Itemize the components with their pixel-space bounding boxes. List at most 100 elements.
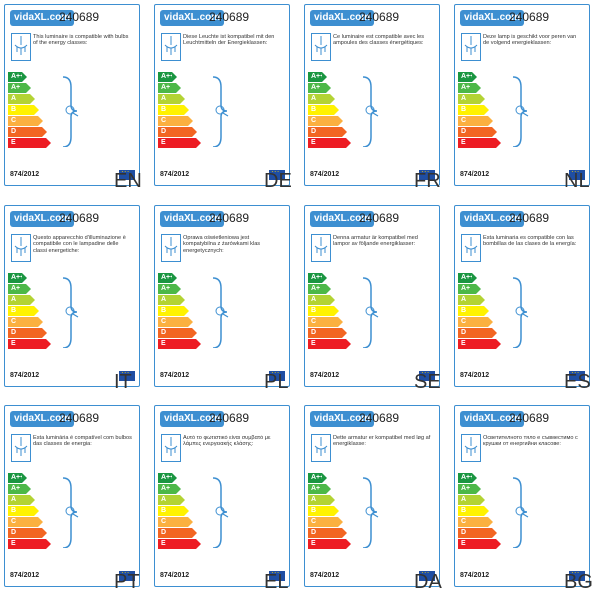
energy-class-label: A+ — [311, 285, 321, 292]
energy-class-label: A+ — [161, 285, 171, 292]
energy-class-label: A+ — [11, 485, 21, 492]
energy-label-card: vidaXL.com 240689 Осветителното тяло е съв… — [454, 405, 590, 587]
compatibility-text: Осветителното тяло е съвместимо с крушки… — [483, 435, 578, 448]
language-code: EN — [114, 170, 142, 192]
energy-class-bar: C — [8, 317, 43, 327]
energy-class-label: B — [11, 307, 17, 314]
model-number: 240689 — [59, 411, 100, 425]
energy-class-bar: A+ — [308, 484, 331, 494]
energy-class-bar: C — [8, 517, 43, 527]
energy-class-bar: C — [158, 116, 193, 126]
energy-class-bar: A — [458, 295, 485, 305]
energy-class-label: E — [461, 139, 466, 146]
energy-class-label: E — [161, 340, 166, 347]
energy-class-bar: C — [308, 317, 343, 327]
energy-class-label: A — [461, 496, 467, 503]
energy-class-bar: A — [158, 495, 185, 505]
energy-class-label: B — [311, 507, 317, 514]
model-number: 240689 — [509, 10, 550, 24]
energy-class-bar: E — [458, 339, 501, 349]
energy-class-bar: B — [158, 105, 189, 115]
energy-class-bar: C — [8, 116, 43, 126]
eu-flag-icon — [419, 368, 435, 381]
energy-class-bar: A+ — [8, 83, 31, 93]
eu-flag-icon — [119, 167, 135, 180]
energy-class-bar: B — [458, 506, 489, 516]
energy-class-label: A++ — [161, 73, 175, 80]
energy-class-bar: B — [308, 105, 339, 115]
chandelier-icon — [461, 434, 481, 462]
energy-class-label: A++ — [311, 274, 325, 281]
eu-flag-icon — [569, 167, 585, 180]
energy-class-bar: E — [8, 539, 51, 549]
energy-class-bar: A++ — [308, 72, 327, 82]
energy-class-label: A+ — [11, 84, 21, 91]
bulb-icon — [215, 506, 229, 518]
energy-class-bar: D — [308, 328, 347, 338]
energy-class-label: E — [461, 340, 466, 347]
model-number: 240689 — [359, 411, 400, 425]
energy-class-label: C — [311, 117, 317, 124]
model-number: 240689 — [209, 10, 250, 24]
bulb-icon — [515, 105, 529, 117]
energy-class-label: A+ — [311, 485, 321, 492]
energy-class-bar: A — [158, 295, 185, 305]
bulb-icon — [365, 506, 379, 518]
energy-class-bar: A++ — [8, 473, 27, 483]
energy-class-label: A++ — [461, 474, 475, 481]
energy-class-label: A — [311, 296, 317, 303]
bulb-icon — [65, 506, 79, 518]
energy-class-bar: B — [458, 306, 489, 316]
energy-class-label: D — [461, 128, 467, 135]
brand-logo: vidaXL.com — [160, 211, 225, 227]
language-code: SE — [414, 371, 441, 393]
energy-class-bar: B — [158, 506, 189, 516]
regulation-number: 874/2012 — [310, 171, 340, 178]
energy-class-bar: C — [158, 517, 193, 527]
energy-class-bar: D — [8, 528, 47, 538]
energy-class-bar: A++ — [458, 473, 477, 483]
brace-icon — [512, 477, 528, 548]
model-number: 240689 — [359, 211, 400, 225]
regulation-number: 874/2012 — [160, 572, 190, 579]
language-code: DE — [264, 170, 292, 192]
energy-class-label: C — [11, 318, 17, 325]
energy-class-label: C — [161, 117, 167, 124]
energy-class-bar: A — [308, 495, 335, 505]
regulation-number: 874/2012 — [160, 372, 190, 379]
eu-flag-icon — [569, 368, 585, 381]
language-code: NL — [564, 170, 590, 192]
model-number: 240689 — [209, 211, 250, 225]
energy-label-card: vidaXL.com 240689 Diese Leuchte ist kompat… — [154, 4, 290, 186]
brand-logo: vidaXL.com — [310, 10, 375, 26]
energy-class-bar: A+ — [158, 484, 181, 494]
regulation-number: 874/2012 — [310, 572, 340, 579]
energy-class-bar: C — [458, 517, 493, 527]
model-number: 240689 — [509, 411, 550, 425]
energy-label-card: vidaXL.com 240689 Questo apparecchio d'ill… — [4, 205, 140, 387]
language-code: BG — [564, 571, 593, 593]
energy-class-label: B — [461, 507, 467, 514]
energy-class-label: A — [161, 496, 167, 503]
eu-flag-icon — [569, 568, 585, 581]
brand-logo: vidaXL.com — [10, 10, 75, 26]
energy-class-label: A++ — [461, 73, 475, 80]
energy-class-bar: A++ — [458, 273, 477, 283]
compatibility-text: Αυτό το φωτιστικό είναι συμβατό με λάμπε… — [183, 435, 271, 448]
energy-class-bar: A++ — [158, 72, 177, 82]
regulation-number: 874/2012 — [460, 171, 490, 178]
energy-class-bar: A+ — [158, 284, 181, 294]
brand-logo: vidaXL.com — [310, 411, 375, 427]
energy-class-label: A+ — [11, 285, 21, 292]
energy-class-label: A+ — [161, 84, 171, 91]
energy-class-label: B — [161, 307, 167, 314]
energy-class-label: A — [11, 296, 17, 303]
brand-logo: vidaXL.com — [10, 211, 75, 227]
energy-class-label: C — [11, 117, 17, 124]
energy-label-card: vidaXL.com 240689 Αυτό το φωτιστικό είναι … — [154, 405, 290, 587]
energy-class-bar: A — [158, 94, 185, 104]
eu-flag-icon — [419, 568, 435, 581]
energy-class-bar: A++ — [308, 273, 327, 283]
energy-class-bar: E — [8, 138, 51, 148]
energy-class-bar: A — [8, 295, 35, 305]
